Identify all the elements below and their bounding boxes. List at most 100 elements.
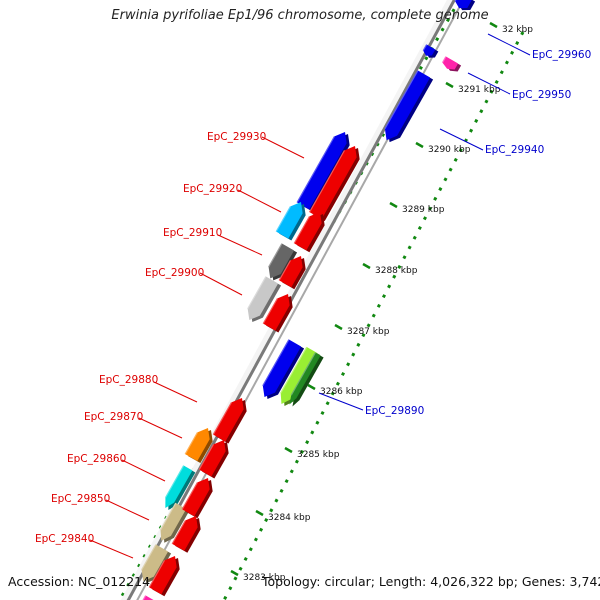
gene-top-small-highlight [422,44,428,51]
gene-EpC_29920-highlight [275,206,291,232]
gene-EpC_29900 [247,276,279,321]
gene-red-2-highlight [293,216,310,244]
gene-EpC_29940 [384,70,431,141]
genome-summary: Topology: circular; Length: 4,026,322 bp… [262,574,600,589]
tick-mark-3 [284,446,293,454]
gene-EpC_29960 [455,0,472,9]
gene-EpC_29950-highlight [441,56,447,63]
gene-red-8 [172,516,198,551]
gene-red-3-highlight [278,260,291,281]
gene-red-3 [279,256,303,288]
label-EpC_29850: EpC_29850 [51,493,110,505]
gene-red-2 [294,212,322,251]
tick-label-7: 3289 kbp [402,205,445,215]
gene-EpC_29850 [160,503,187,541]
tick-mark-6 [362,262,371,270]
gene-EpC_29950 [442,56,459,70]
gene-red-6 [199,440,226,477]
leader-EpC_29900 [199,272,243,296]
label-EpC_29840: EpC_29840 [35,533,94,545]
label-EpC_29860: EpC_29860 [67,453,126,465]
tick-label-4: 3286 kbp [320,387,363,397]
label-EpC_29920: EpC_29920 [183,183,242,195]
gene-EpC_29890-b-highlight [290,352,316,396]
leader-EpC_29890 [318,392,364,411]
gene-EpC_29850-highlight [159,502,177,531]
leader-EpC_29870 [138,417,183,439]
tick-label-10: 32 kbp [502,25,533,35]
gene-red-9 [149,556,177,595]
gene-red-5 [213,398,244,442]
gene-red-5-highlight [212,402,232,435]
gene-EpC_29890-b [289,352,321,405]
leader-EpC_29920 [237,189,282,213]
gene-red-7 [182,478,210,517]
gene-EpC_29890-a [262,339,302,397]
gene-EpC_29890-a-highlight [262,339,290,386]
gene-red-1-highlight [308,150,345,213]
gene-EpC_29870-highlight [184,432,198,455]
gene-red-4 [263,294,290,331]
map-title: Erwinia pyrifoliae Ep1/96 chromosome, co… [111,8,489,23]
tick-mark-1 [230,569,239,577]
gene-EpC_29910 [268,243,295,279]
gene-EpC_29860-highlight [164,465,185,499]
gene-EpC_29920 [276,202,303,239]
gene-bottom-pink [143,595,154,600]
gene-red-6-highlight [198,444,214,470]
label-EpC_29960: EpC_29960 [532,49,591,61]
leader-EpC_29840 [89,539,134,559]
label-EpC_29870: EpC_29870 [84,411,143,423]
gene-EpC_29870 [185,428,210,462]
label-EpC_29890: EpC_29890 [365,405,424,417]
gene-red-8-highlight [171,520,186,545]
label-EpC_29940: EpC_29940 [485,144,544,156]
tick-label-2: 3284 kbp [268,513,311,523]
label-EpC_29880: EpC_29880 [99,374,158,386]
gene-bottom-pink-highlight [142,595,147,600]
gene-EpC_29930-highlight [296,136,335,203]
tick-label-5: 3287 kbp [347,327,390,337]
gene-EpC_29930 [297,132,347,210]
leader-EpC_29850 [105,499,150,521]
tick-label-1: 3283 kbp [243,573,286,583]
gene-EpC_29890-highlight [280,346,308,394]
gene-top-small [423,44,436,56]
gene-red-1 [309,146,357,220]
tick-mark-4 [307,383,316,391]
gene-EpC_29860 [165,465,193,509]
gene-EpC_29840-highlight [141,544,157,571]
leader-EpC_29960 [487,33,531,56]
tick-mark-5 [334,323,343,331]
label-EpC_29910: EpC_29910 [163,227,222,239]
gene-red-9-highlight [148,560,165,588]
tick-label-6: 3288 kbp [375,266,418,276]
tick-mark-10 [489,21,498,29]
tick-mark-2 [255,509,264,517]
leader-EpC_29950 [467,72,511,95]
gene-EpC_29890 [280,347,318,404]
gene-EpC_29890-b-shadow [292,354,324,407]
leader-EpC_29930 [261,136,305,159]
leader-EpC_29940 [439,128,484,151]
label-EpC_29950: EpC_29950 [512,89,571,101]
gene-EpC_29910-highlight [268,243,283,268]
accession-label: Accession: NC_012214 [8,574,151,589]
leader-EpC_29880 [153,381,198,403]
label-EpC_29930: EpC_29930 [207,131,266,143]
gene-red-4-highlight [262,298,278,324]
gene-EpC_29900-highlight [247,276,267,310]
tick-mark-7 [389,201,398,209]
tick-mark-9 [445,81,454,89]
leader-EpC_29860 [121,459,166,482]
gene-EpC_29840 [141,544,169,582]
tick-mark-8 [415,141,424,149]
gene-red-7-highlight [181,482,198,510]
tick-label-9: 3291 kbp [458,85,501,95]
tick-label-8: 3290 kbp [428,145,471,155]
gene-EpC_29940-highlight [384,70,419,130]
leader-EpC_29910 [217,234,263,256]
tick-label-3: 3285 kbp [297,450,340,460]
